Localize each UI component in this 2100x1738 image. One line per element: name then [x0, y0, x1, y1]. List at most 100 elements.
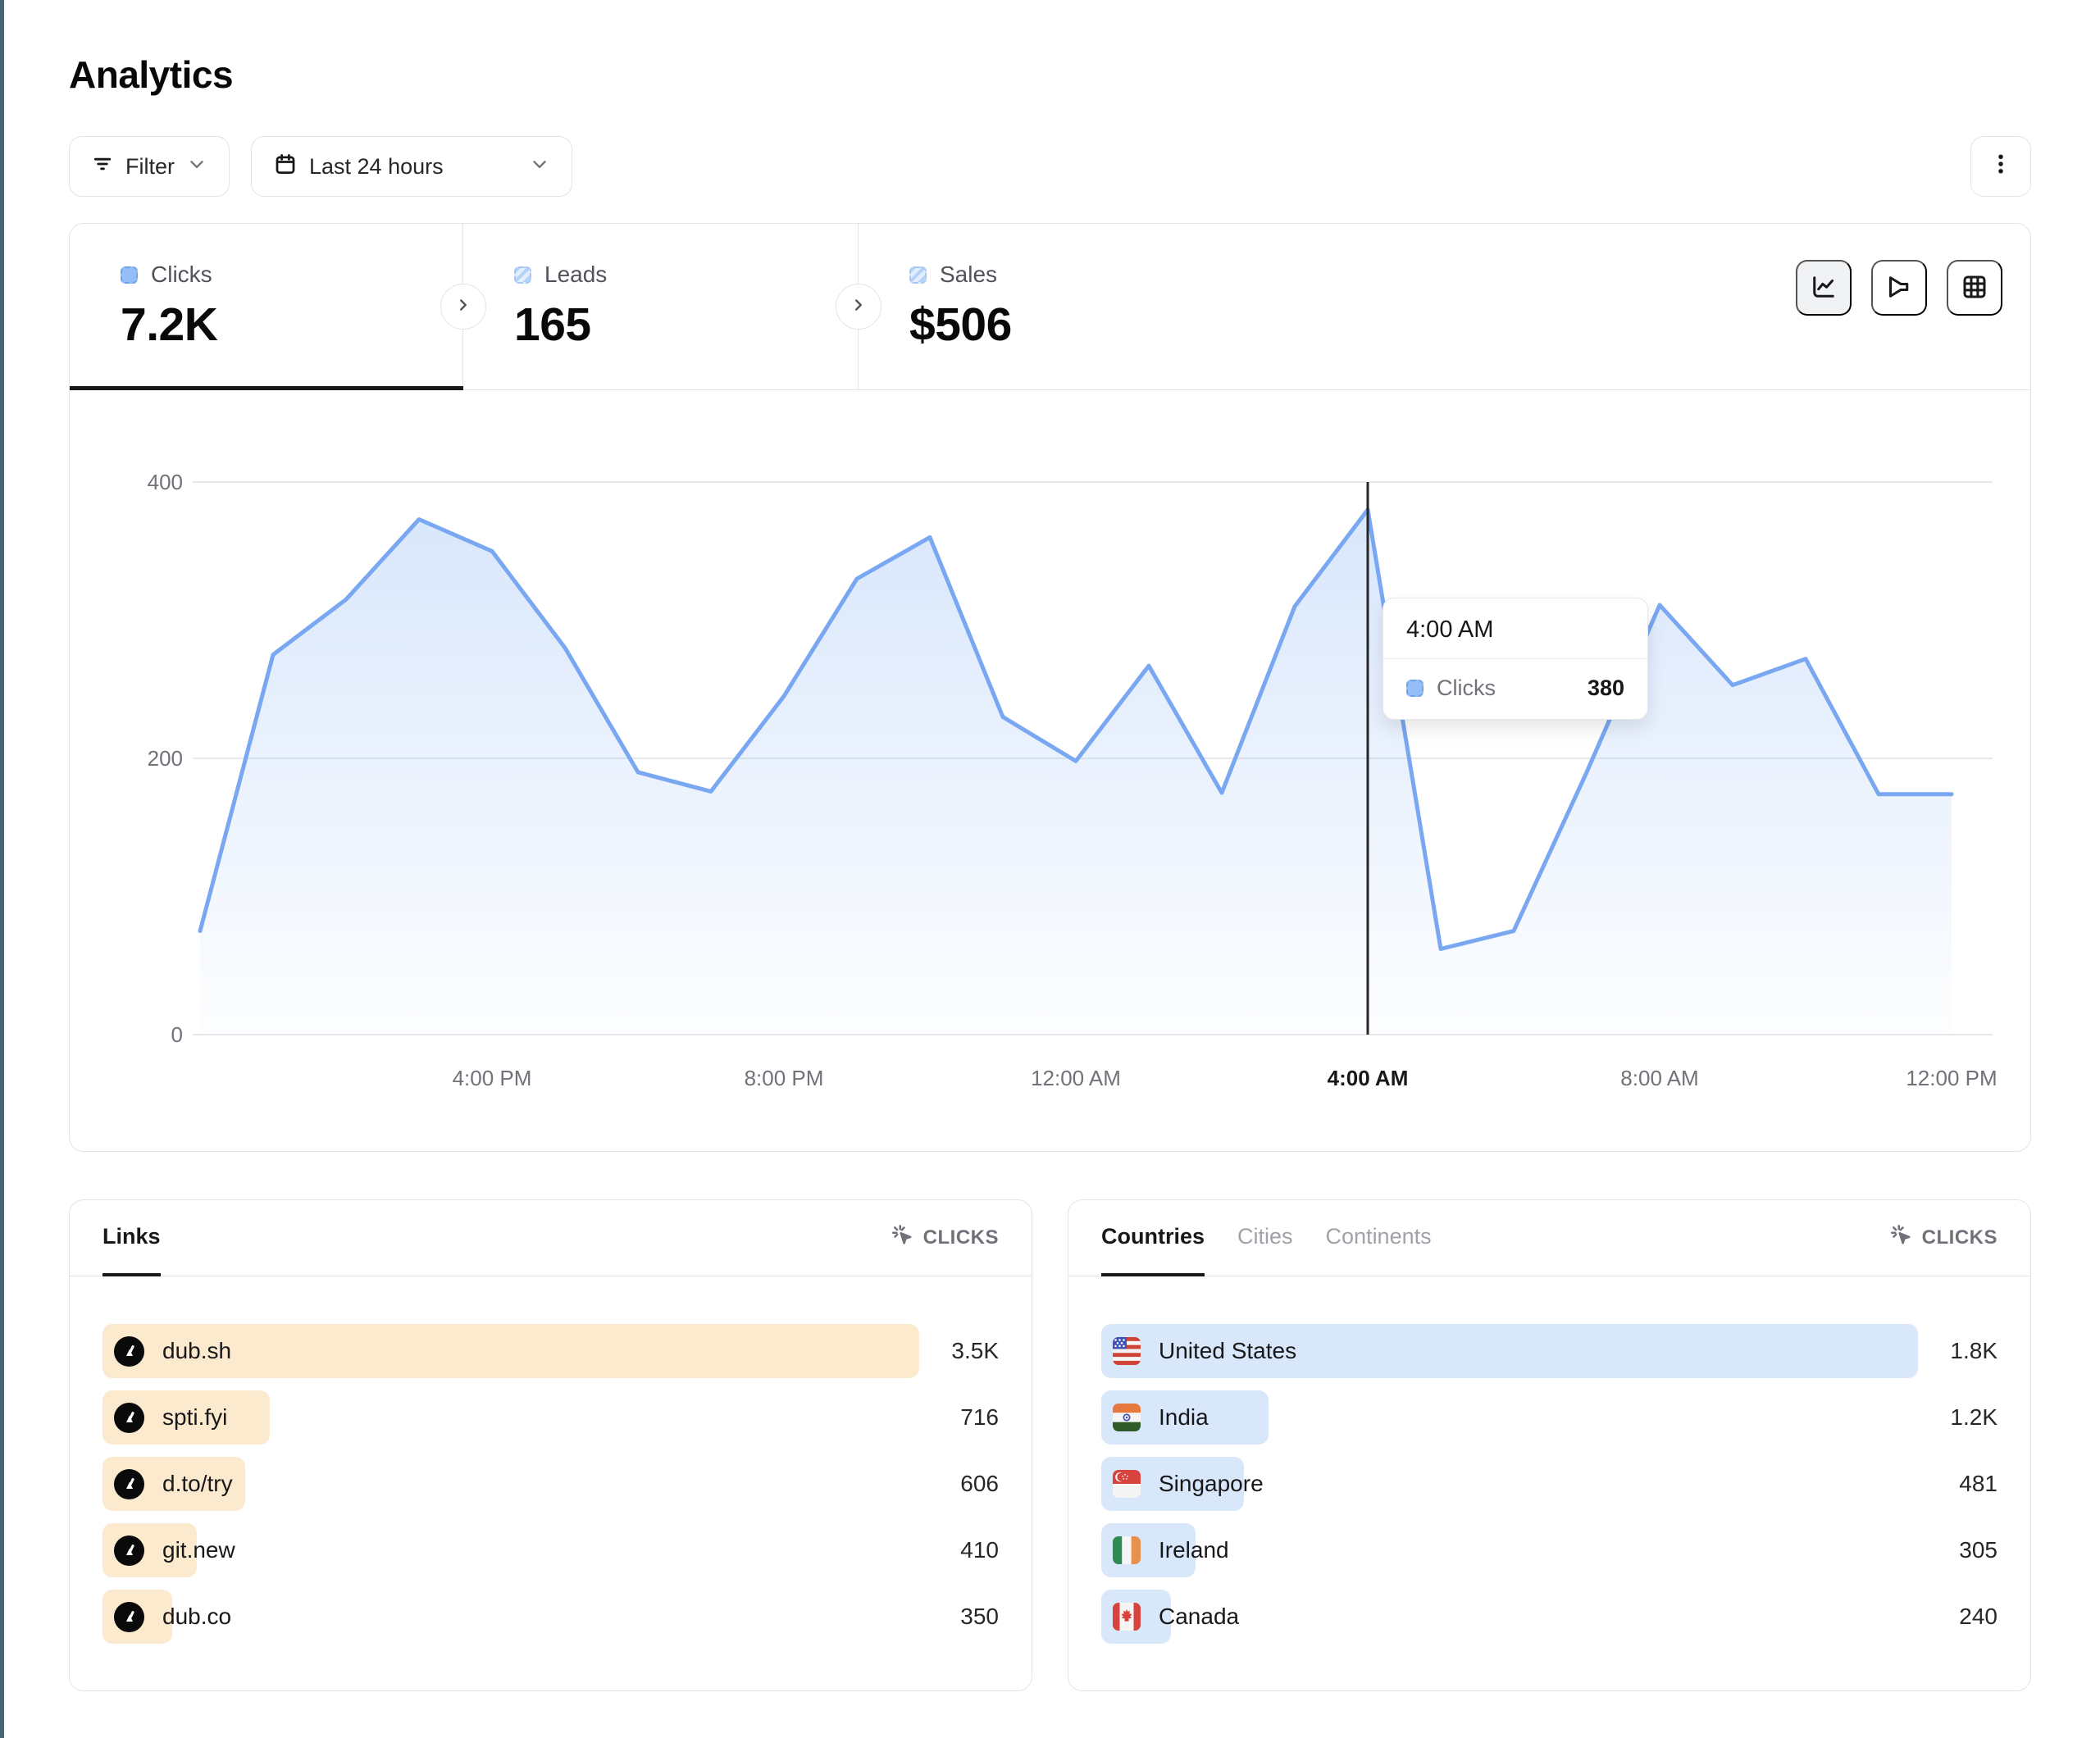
list-item-value: 410: [960, 1537, 999, 1563]
clicks-time-series-chart[interactable]: 0 200 400 4:00 PM 8:00 PM 12:00 AM 4:00 AM 8:00…: [70, 390, 2030, 1152]
chevron-right-icon: [454, 296, 472, 318]
kebab-menu-button[interactable]: [1970, 136, 2031, 197]
links-metric-label: CLICKS: [922, 1226, 999, 1249]
tooltip-value: 380: [1587, 676, 1624, 700]
list-item[interactable]: dub.sh 3.5K: [102, 1324, 999, 1378]
links-panel-header: Links CLICKS: [70, 1200, 1032, 1276]
svg-text:200: 200: [148, 746, 183, 771]
countries-panel: Countries Cities Continents CLICKS Unite…: [1068, 1199, 2031, 1691]
dub-logo: [114, 1601, 144, 1632]
flag-india: [1113, 1404, 1141, 1431]
list-item-value: 481: [1959, 1471, 1998, 1496]
funnel-chart-view-button[interactable]: [1871, 260, 1927, 316]
filter-lines-icon: [91, 152, 114, 181]
list-item-label: dub.sh: [162, 1338, 232, 1363]
list-item-label: Canada: [1159, 1604, 1240, 1629]
window-edge-strip: [0, 0, 4, 1738]
stat-value: 165: [514, 298, 591, 351]
list-item[interactable]: Canada 240: [1101, 1590, 1998, 1644]
stats-row: Clicks 7.2K Leads 165 Sales $506: [70, 224, 2030, 390]
links-panel: Links CLICKS dub.sh 3.5K spti.fyi 716 d.to/t…: [69, 1199, 1032, 1691]
svg-text:4:00 PM: 4:00 PM: [453, 1066, 532, 1090]
list-item-value: 1.2K: [1950, 1404, 1998, 1430]
dub-logo: [114, 1535, 144, 1566]
countries-metric-header[interactable]: CLICKS: [1889, 1200, 1998, 1276]
funnel-chart-icon: [1884, 272, 1914, 304]
links-list: dub.sh 3.5K spti.fyi 716 d.to/try 606 git.new 4…: [70, 1276, 1032, 1644]
table-view-icon: [1960, 272, 1989, 304]
flag-united-states: [1113, 1337, 1141, 1365]
leads-legend-swatch: [514, 266, 531, 284]
breakdown-panels: Links CLICKS dub.sh 3.5K spti.fyi 716 d.to/t…: [69, 1199, 2031, 1691]
stat-label: Leads: [544, 262, 608, 287]
list-item-value: 350: [960, 1604, 999, 1629]
list-item-label: d.to/try: [162, 1471, 233, 1496]
stat-label: Sales: [940, 262, 998, 287]
tab-countries[interactable]: Countries: [1101, 1200, 1205, 1276]
list-item-label: Singapore: [1159, 1471, 1264, 1496]
date-range-label: Last 24 hours: [309, 153, 444, 179]
list-item[interactable]: Singapore 481: [1101, 1457, 1998, 1511]
cursor-click-icon: [891, 1223, 915, 1253]
list-item-label: git.new: [162, 1537, 235, 1563]
svg-text:8:00 AM: 8:00 AM: [1620, 1066, 1698, 1090]
svg-text:4:00 AM: 4:00 AM: [1328, 1066, 1409, 1090]
list-item[interactable]: spti.fyi 716: [102, 1390, 999, 1445]
page-title: Analytics: [69, 53, 234, 96]
links-metric-header[interactable]: CLICKS: [891, 1200, 999, 1276]
list-item[interactable]: dub.co 350: [102, 1590, 999, 1644]
date-range-button[interactable]: Last 24 hours: [251, 136, 572, 197]
flag-singapore: [1113, 1470, 1141, 1498]
list-item-label: Ireland: [1159, 1537, 1229, 1563]
stat-label: Clicks: [151, 262, 212, 287]
countries-panel-header: Countries Cities Continents CLICKS: [1068, 1200, 2030, 1276]
expand-sales-button[interactable]: [836, 284, 881, 330]
countries-list: United States 1.8K India 1.2K Singapore 481 Ir…: [1068, 1276, 2030, 1644]
list-item-value: 606: [960, 1471, 999, 1496]
svg-text:12:00 AM: 12:00 AM: [1031, 1066, 1121, 1090]
calendar-icon: [273, 152, 298, 182]
tab-cities[interactable]: Cities: [1237, 1224, 1293, 1249]
chevron-down-icon: [529, 153, 550, 180]
expand-leads-button[interactable]: [440, 284, 486, 330]
tooltip-time: 4:00 AM: [1383, 598, 1647, 659]
tooltip-series-swatch: [1406, 680, 1424, 697]
countries-metric-label: CLICKS: [1921, 1226, 1998, 1249]
tab-continents[interactable]: Continents: [1325, 1224, 1432, 1249]
list-item[interactable]: India 1.2K: [1101, 1390, 1998, 1445]
svg-text:12:00 PM: 12:00 PM: [1906, 1066, 1997, 1090]
area-chart-canvas: 0 200 400 4:00 PM 8:00 PM 12:00 AM 4:00 AM 8:00…: [148, 470, 1998, 1090]
value-bar: [102, 1324, 919, 1378]
cursor-click-icon: [1889, 1223, 1914, 1253]
svg-text:400: 400: [148, 470, 183, 494]
list-item[interactable]: United States 1.8K: [1101, 1324, 1998, 1378]
list-item[interactable]: d.to/try 606: [102, 1457, 999, 1511]
flag-canada: [1113, 1603, 1141, 1631]
filter-button[interactable]: Filter: [69, 136, 230, 197]
list-item[interactable]: Ireland 305: [1101, 1523, 1998, 1577]
tab-links[interactable]: Links: [102, 1200, 161, 1276]
sales-legend-swatch: [909, 266, 927, 284]
table-view-button[interactable]: [1947, 260, 2002, 316]
list-item-value: 305: [1959, 1537, 1998, 1563]
stat-card-leads[interactable]: Leads 165: [463, 224, 859, 389]
list-item-label: spti.fyi: [162, 1404, 228, 1430]
list-item-label: United States: [1159, 1338, 1297, 1363]
svg-text:0: 0: [171, 1022, 183, 1047]
value-bar: [1101, 1324, 1918, 1378]
kebab-menu-icon: [1988, 152, 2013, 182]
chevron-down-icon: [186, 153, 207, 180]
clicks-legend-swatch: [121, 266, 138, 284]
list-item-value: 1.8K: [1950, 1338, 1998, 1363]
dub-logo: [114, 1335, 144, 1367]
stat-value: $506: [909, 298, 1012, 351]
stat-card-sales[interactable]: Sales $506: [859, 224, 2030, 389]
toolbar: Filter Last 24 hours: [69, 136, 2031, 197]
line-chart-view-button[interactable]: [1796, 260, 1852, 316]
active-stat-underline: [70, 386, 463, 390]
list-item[interactable]: git.new 410: [102, 1523, 999, 1577]
dub-logo: [114, 1402, 144, 1433]
tooltip-series-label: Clicks: [1437, 676, 1496, 700]
chart-tooltip: 4:00 AM Clicks 380: [1383, 598, 1648, 720]
stat-card-clicks[interactable]: Clicks 7.2K: [70, 224, 463, 389]
